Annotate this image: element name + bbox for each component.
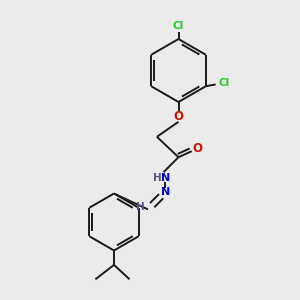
Text: N: N xyxy=(161,172,170,183)
Text: Cl: Cl xyxy=(173,21,184,32)
Text: O: O xyxy=(192,142,202,155)
Text: O: O xyxy=(173,110,184,123)
Text: H: H xyxy=(152,172,161,183)
Text: H: H xyxy=(136,202,145,212)
Text: Cl: Cl xyxy=(218,78,230,88)
Text: N: N xyxy=(161,187,170,197)
